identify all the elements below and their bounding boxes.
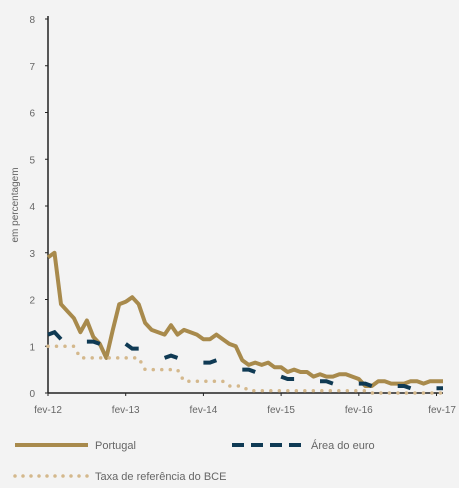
y-tick-label: 8 bbox=[29, 15, 35, 26]
series-line-1 bbox=[47, 329, 443, 391]
axes: 0 1 2 3 4 5 6 7 8 fev-12 fev-13 fev-14 fev-15 fev-16 f… bbox=[29, 15, 456, 416]
x-tick-label: fev-15 bbox=[267, 405, 295, 416]
y-tick-label: 7 bbox=[29, 62, 35, 73]
x-tick-label: fev-13 bbox=[112, 405, 140, 416]
legend-label-2: Taxa de referência do BCE bbox=[95, 471, 226, 483]
x-tick-label: fev-16 bbox=[345, 405, 373, 416]
y-tick-label: 5 bbox=[29, 155, 35, 166]
series-line-2 bbox=[46, 344, 445, 395]
x-tick-label: fev-17 bbox=[428, 405, 456, 416]
legend-label-1: Área do euro bbox=[311, 439, 375, 452]
x-tick-label: fev-12 bbox=[34, 405, 62, 416]
series-layer bbox=[46, 250, 445, 395]
series-line-0 bbox=[46, 250, 443, 388]
x-tick-label: fev-14 bbox=[190, 405, 218, 416]
y-tick-label: 4 bbox=[29, 202, 35, 213]
y-axis-label: em percentagem bbox=[10, 167, 21, 242]
y-tick-label: 1 bbox=[29, 342, 35, 353]
y-tick-label: 3 bbox=[29, 249, 35, 260]
y-tick-label: 6 bbox=[29, 109, 35, 120]
y-tick-label: 0 bbox=[29, 389, 35, 400]
y-tick-label: 2 bbox=[29, 296, 35, 307]
legend-label-0: Portugal bbox=[95, 440, 136, 452]
legend: Portugal Área do euro Taxa de referência d… bbox=[13, 439, 375, 483]
